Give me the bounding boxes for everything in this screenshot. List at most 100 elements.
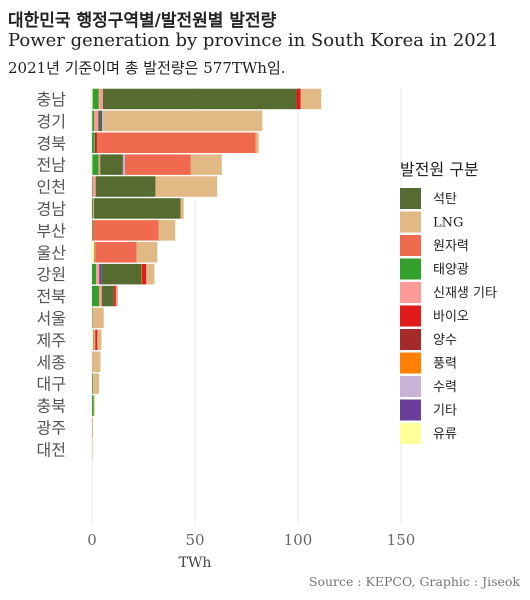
bar-segment <box>94 242 96 263</box>
legend-item: 풍력 <box>433 357 457 372</box>
category-label: 전북 <box>37 287 66 306</box>
bar-segment <box>92 263 97 285</box>
bar-segment <box>92 373 93 394</box>
legend-swatch <box>400 211 421 233</box>
legend-item: 태양광 <box>433 263 469 278</box>
bar-segment <box>92 307 104 329</box>
category-label: 광주 <box>37 418 66 437</box>
legend-title: 발전원 구분 <box>400 160 479 179</box>
bar-segment <box>97 329 102 351</box>
bar-segment <box>92 220 93 241</box>
x-tick-label: 0 <box>87 531 97 549</box>
bar-segment <box>92 417 94 438</box>
bar-segment <box>99 263 102 285</box>
x-tick-label: 100 <box>284 531 313 549</box>
x-tick-label: 50 <box>185 531 204 549</box>
bar-segment <box>141 263 143 285</box>
bar-segment <box>92 88 93 110</box>
bar-segment <box>92 110 95 132</box>
legend-swatch <box>400 235 421 256</box>
category-label: 인천 <box>37 178 66 197</box>
chart-title: 대한민국 행정구역별/발전원별 발전량 <box>8 11 277 31</box>
category-label: 울산 <box>37 243 67 262</box>
bar-segment <box>99 110 103 132</box>
legend-item: 신재생 기타 <box>433 286 497 301</box>
bar-segment <box>93 329 94 351</box>
bar-segment <box>136 242 158 263</box>
legend-swatch <box>400 305 421 327</box>
x-axis-label: TWh <box>179 555 212 571</box>
bar-segment <box>92 220 159 241</box>
legend-swatch <box>400 282 421 303</box>
bar-segment <box>92 373 100 394</box>
bar-segment <box>92 395 94 416</box>
bar-segment <box>92 329 94 351</box>
bar-segment <box>100 154 123 175</box>
bar-segment <box>92 242 95 263</box>
bar-segment <box>300 88 322 110</box>
legend-swatch <box>400 399 421 421</box>
category-label: 부산 <box>37 221 67 240</box>
category-label: 경기 <box>37 112 66 131</box>
bar-segment <box>95 242 137 263</box>
category-label: 제주 <box>37 331 66 350</box>
bar-segment <box>102 110 104 132</box>
bar-segment <box>99 285 102 307</box>
bar-segment <box>96 132 256 153</box>
bar-segment <box>101 263 142 285</box>
bar-segment <box>95 176 156 197</box>
legend-item: 석탄 <box>433 192 457 207</box>
category-label: 경남 <box>37 199 67 218</box>
legend-item: 수력 <box>433 380 457 395</box>
legend-swatch <box>400 258 421 280</box>
bar-segment <box>180 198 184 219</box>
bar-segment <box>92 176 96 197</box>
category-label: 대구 <box>37 375 66 394</box>
bar-segment <box>92 351 101 372</box>
legend-swatch <box>400 329 421 350</box>
source-caption: Source : KEPCO, Graphic : Jiseok <box>308 574 520 589</box>
bar-segment <box>158 220 176 241</box>
bar-segment <box>94 110 99 132</box>
category-label: 대전 <box>37 440 66 459</box>
bar-segment <box>155 176 218 197</box>
legend-item: 기타 <box>433 404 457 419</box>
bar-segment <box>98 110 100 132</box>
bar-segment <box>124 154 191 175</box>
bar-segment <box>94 132 97 153</box>
bar-segment <box>115 285 118 307</box>
category-label: 세종 <box>37 353 66 372</box>
category-label: 충남 <box>37 90 67 109</box>
bar-segment <box>98 154 101 175</box>
bar-segment <box>92 154 99 175</box>
legend-item: 바이오 <box>433 310 469 325</box>
bar-segment <box>92 198 94 219</box>
bar-segment <box>101 285 114 307</box>
bar-segment <box>92 176 93 197</box>
bar-segment <box>95 329 98 351</box>
bar-segment <box>98 88 103 110</box>
bar-segment <box>122 154 125 175</box>
legend-item: 유류 <box>433 427 457 442</box>
category-label: 전남 <box>37 156 67 175</box>
legend-item: 원자력 <box>433 239 469 254</box>
bar-segment <box>94 198 181 219</box>
x-tick-label: 150 <box>387 531 416 549</box>
bar-segment <box>93 395 95 416</box>
bar-segment <box>93 198 95 219</box>
legend-swatch <box>400 188 421 209</box>
category-label: 충북 <box>37 397 66 416</box>
category-label: 서울 <box>37 309 66 328</box>
bar-segment <box>92 88 99 110</box>
legend-swatch <box>400 352 421 374</box>
bar-segment <box>113 285 116 307</box>
category-label: 경북 <box>37 134 66 153</box>
bar-segment <box>296 88 301 110</box>
legend-item: LNG <box>433 216 463 231</box>
bar-segment <box>103 110 263 132</box>
chart-description: 2021년 기준이며 총 발전량은 577TWh임. <box>8 59 286 77</box>
bar-segment <box>92 132 95 153</box>
bar-segment <box>102 88 297 110</box>
bar-segment <box>146 263 155 285</box>
